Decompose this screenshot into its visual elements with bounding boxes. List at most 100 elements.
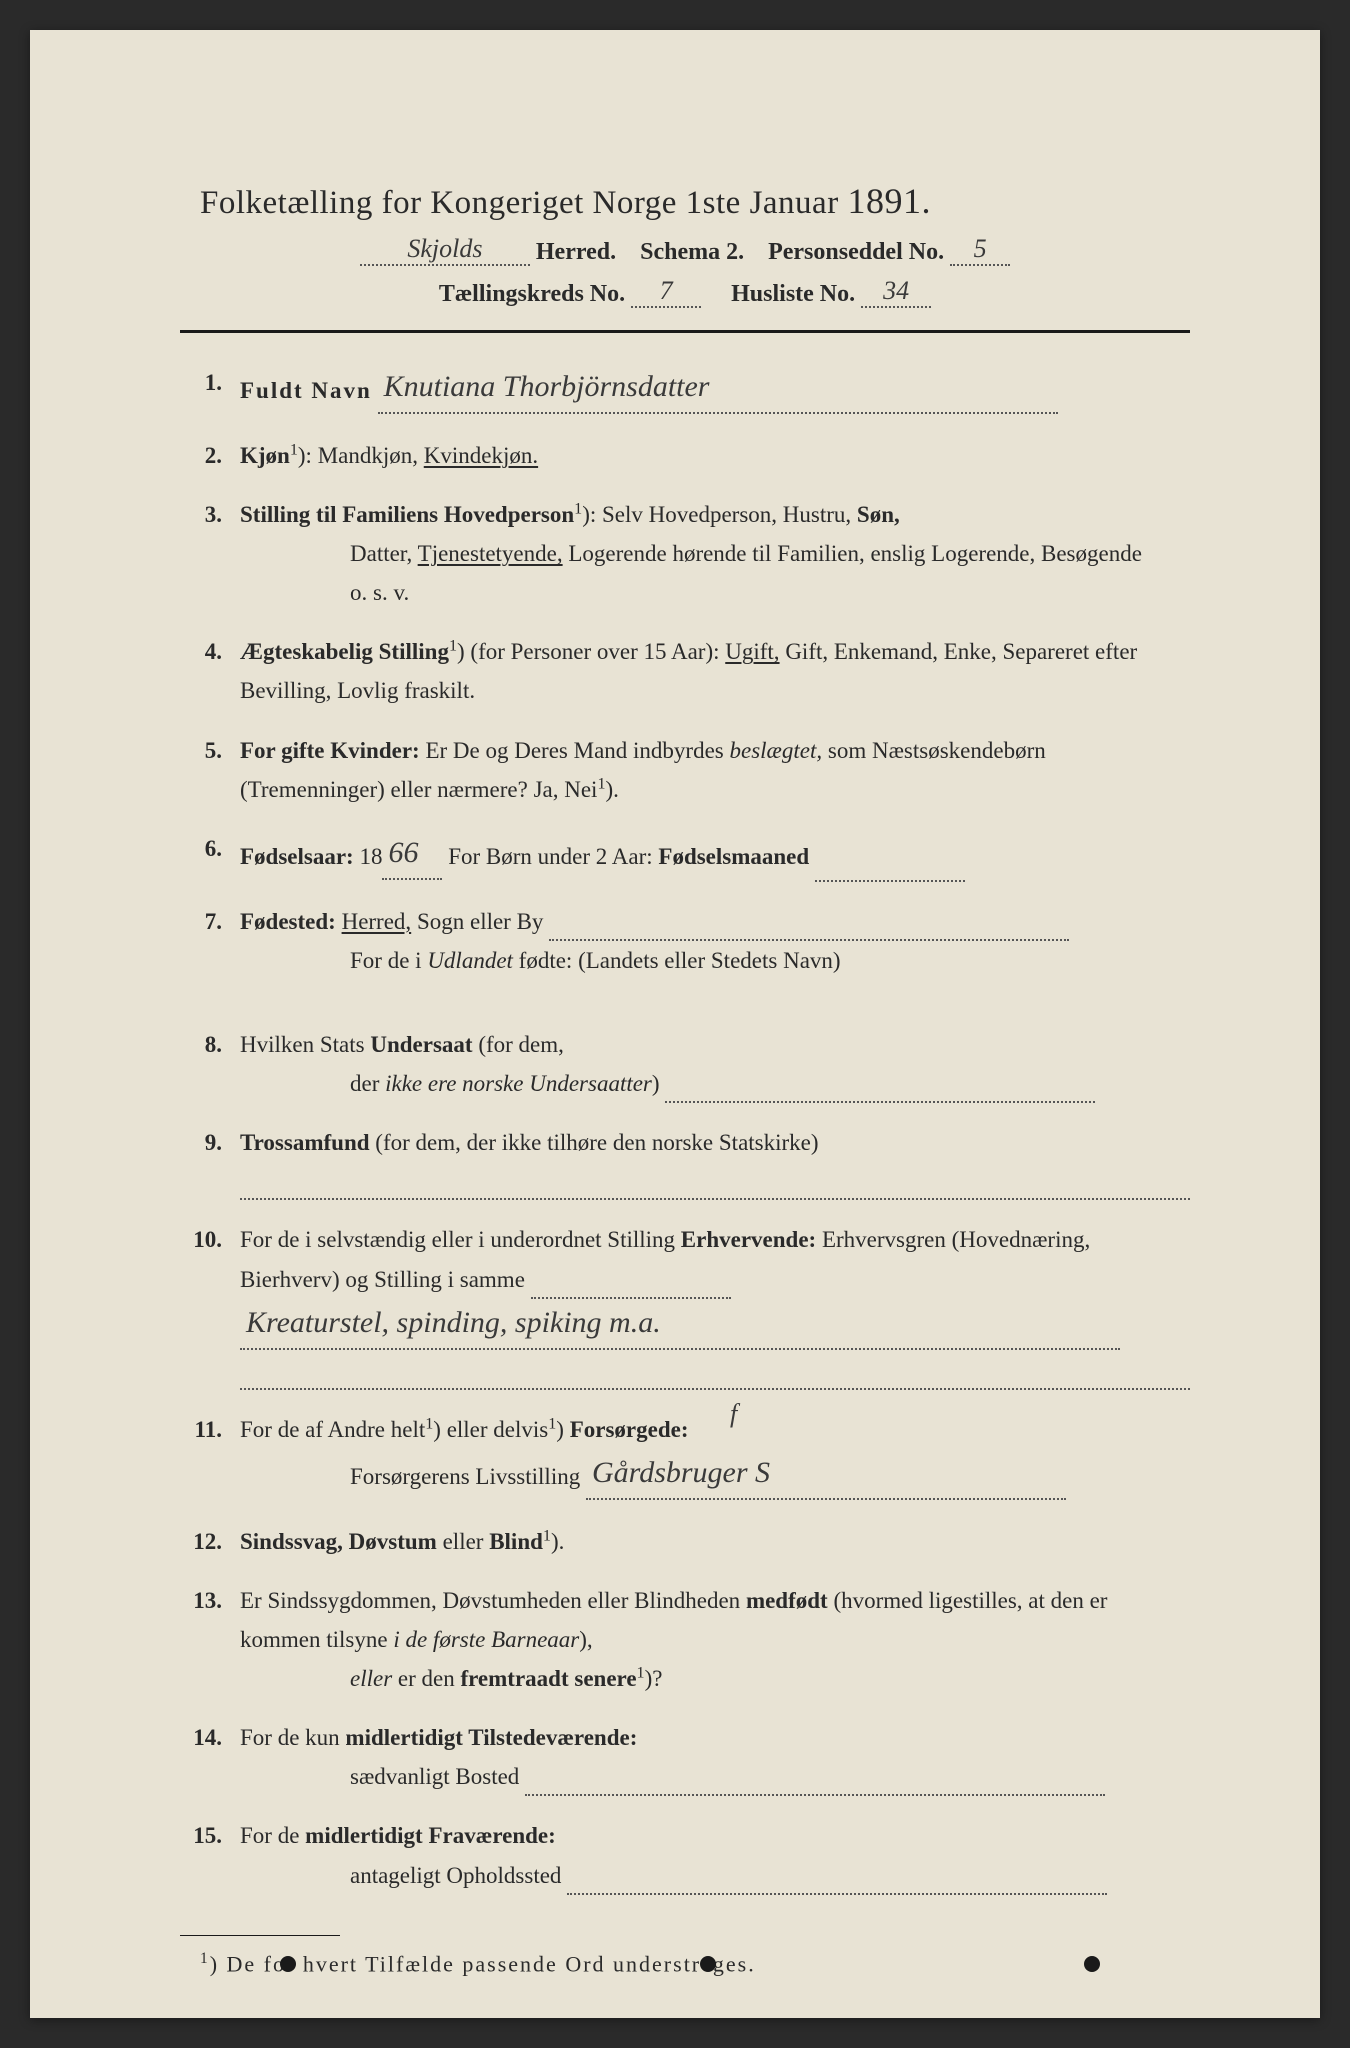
item-content: Fuldt Navn Knutiana Thorbjörnsdatter: [240, 363, 1190, 416]
item-number: 2.: [180, 436, 240, 475]
item-number: 7.: [180, 902, 240, 941]
birth-year: 66: [382, 827, 442, 880]
text: For de i selvstændig eller i underordnet…: [240, 1227, 681, 1252]
footnote: 1) De for hvert Tilfælde passende Ord un…: [180, 1950, 1190, 1977]
text: antageligt Opholdssted: [240, 1863, 561, 1888]
item-number: 3.: [180, 495, 240, 534]
field-label: Fuldt Navn: [240, 378, 372, 403]
item-content: Sindssvag, Døvstum eller Blind1).: [240, 1522, 1190, 1561]
sup: 1: [637, 1665, 645, 1682]
text: er den: [392, 1666, 460, 1691]
text: ) eller delvis: [433, 1417, 548, 1442]
item-content: For gifte Kvinder: Er De og Deres Mand i…: [240, 731, 1190, 809]
hand-annotation: f: [730, 1392, 737, 1436]
item-number: 1.: [180, 363, 240, 402]
footnote-marker: 1: [200, 1950, 210, 1967]
text: Datter,: [240, 541, 418, 566]
item-content: For de kun midlertidigt Tilstedeværende:…: [240, 1718, 1190, 1796]
item-content: Stilling til Familiens Hovedperson1): Se…: [240, 495, 1190, 612]
item-15: 15. For de midlertidigt Fraværende: anta…: [180, 1816, 1190, 1894]
sup: 1: [543, 1527, 551, 1544]
text: For Børn under 2 Aar:: [448, 844, 658, 869]
sup: 1: [574, 500, 582, 517]
item-content: Kjøn1): Mandkjøn, Kvindekjøn.: [240, 436, 1190, 475]
dotted-blank: [665, 1076, 1095, 1104]
item-number: 10.: [180, 1220, 240, 1259]
item-6: 6. Fødselsaar: 1866 For Børn under 2 Aar…: [180, 829, 1190, 882]
item-content: Er Sindssygdommen, Døvstumheden eller Bl…: [240, 1581, 1190, 1698]
husliste-no: 34: [861, 276, 931, 308]
item-number: 6.: [180, 829, 240, 868]
taellingskreds-no: 7: [631, 276, 701, 308]
italic-text: beslægtet,: [729, 738, 822, 763]
footnote-rule: [180, 1935, 340, 1936]
header-divider: [180, 330, 1190, 333]
item-9: 9. Trossamfund (for dem, der ikke tilhør…: [180, 1123, 1190, 1200]
field-label: medfødt: [746, 1588, 828, 1613]
field-label: Kjøn: [240, 443, 290, 468]
text: o. s. v.: [240, 580, 409, 605]
bold-text: Søn,: [857, 502, 900, 527]
title-prefix: Folketælling for Kongeriget Norge 1ste J…: [200, 185, 847, 221]
item-4: 4. Ægteskabelig Stilling1) (for Personer…: [180, 632, 1190, 710]
field-label: midlertidigt Fraværende:: [305, 1823, 556, 1848]
item-7: 7. Fødested: Herred, Sogn eller By For d…: [180, 902, 1190, 980]
item-content: Fødested: Herred, Sogn eller By For de i…: [240, 902, 1190, 980]
item-number: 13.: [180, 1581, 240, 1620]
item-content: For de midlertidigt Fraværende: antageli…: [240, 1816, 1190, 1894]
selected-value: Tjenestetyende,: [418, 541, 563, 566]
herred-label: Herred.: [536, 239, 616, 265]
provider-value: Gårdsbruger S: [586, 1447, 1066, 1500]
occupation-value: Kreaturstel, spinding, spiking m.a.: [240, 1297, 1120, 1350]
text: ),: [579, 1627, 592, 1652]
personseddel-label: Personseddel No.: [768, 239, 944, 265]
dotted-blank: [815, 854, 965, 882]
text: For de kun: [240, 1725, 345, 1750]
text: (for dem, der ikke tilhøre den norske St…: [370, 1130, 819, 1155]
scan-dot: [1084, 1956, 1100, 1972]
item-3: 3. Stilling til Familiens Hovedperson1):…: [180, 495, 1190, 612]
name-value: Knutiana Thorbjörnsdatter: [378, 361, 1058, 414]
dotted-blank-line: [240, 1358, 1190, 1390]
personseddel-no: 5: [950, 234, 1010, 266]
field-label-2: Fødselsmaaned: [658, 844, 809, 869]
item-content: For de i selvstændig eller i underordnet…: [240, 1220, 1190, 1389]
text: ).: [605, 777, 618, 802]
sup: 1: [449, 638, 457, 655]
field-label: Fødested:: [240, 909, 336, 934]
husliste-label: Husliste No.: [731, 281, 855, 307]
item-content: Ægteskabelig Stilling1) (for Personer ov…: [240, 632, 1190, 710]
field-label: Erhvervende:: [681, 1227, 816, 1252]
text: ): Selv Hovedperson, Hustru,: [582, 502, 857, 527]
item-12: 12. Sindssvag, Døvstum eller Blind1).: [180, 1522, 1190, 1561]
text: Er Sindssygdommen, Døvstumheden eller Bl…: [240, 1588, 746, 1613]
text: (for dem,: [473, 1032, 564, 1057]
spacer: [180, 1000, 1190, 1025]
dotted-blank: [549, 913, 1069, 941]
text: Er De og Deres Mand indbyrdes: [420, 738, 730, 763]
field-label-2: Blind: [489, 1529, 543, 1554]
item-number: 15.: [180, 1816, 240, 1855]
dotted-blank: [525, 1769, 1105, 1797]
text: For de: [240, 1823, 305, 1848]
dotted-blank-line: [240, 1168, 1190, 1200]
field-label: Ægteskabelig Stilling: [240, 639, 449, 664]
field-label: Sindssvag, Døvstum: [240, 1529, 437, 1554]
year-prefix: 18: [359, 844, 382, 869]
italic-text: Udlandet: [427, 948, 513, 973]
census-form-page: Folketælling for Kongeriget Norge 1ste J…: [30, 30, 1320, 2018]
item-number: 12.: [180, 1522, 240, 1561]
subtitle-line-2: Tællingskreds No. 7 Husliste No. 34: [180, 278, 1190, 310]
item-1: 1. Fuldt Navn Knutiana Thorbjörnsdatter: [180, 363, 1190, 416]
item-content: Trossamfund (for dem, der ikke tilhøre d…: [240, 1123, 1190, 1200]
item-8: 8. Hvilken Stats Undersaat (for dem, der…: [180, 1025, 1190, 1103]
item-13: 13. Er Sindssygdommen, Døvstumheden elle…: [180, 1581, 1190, 1698]
item-11: 11. f For de af Andre helt1) eller delvi…: [180, 1410, 1190, 1502]
text: Logerende hørende til Familien, enslig L…: [563, 541, 1142, 566]
text: )?: [645, 1666, 663, 1691]
taellingskreds-label: Tællingskreds No.: [439, 281, 625, 307]
text: For de af Andre helt: [240, 1417, 425, 1442]
selected-value: Ugift,: [725, 639, 779, 664]
item-content: f For de af Andre helt1) eller delvis1) …: [240, 1410, 1190, 1502]
field-label: Forsørgede:: [570, 1417, 689, 1442]
